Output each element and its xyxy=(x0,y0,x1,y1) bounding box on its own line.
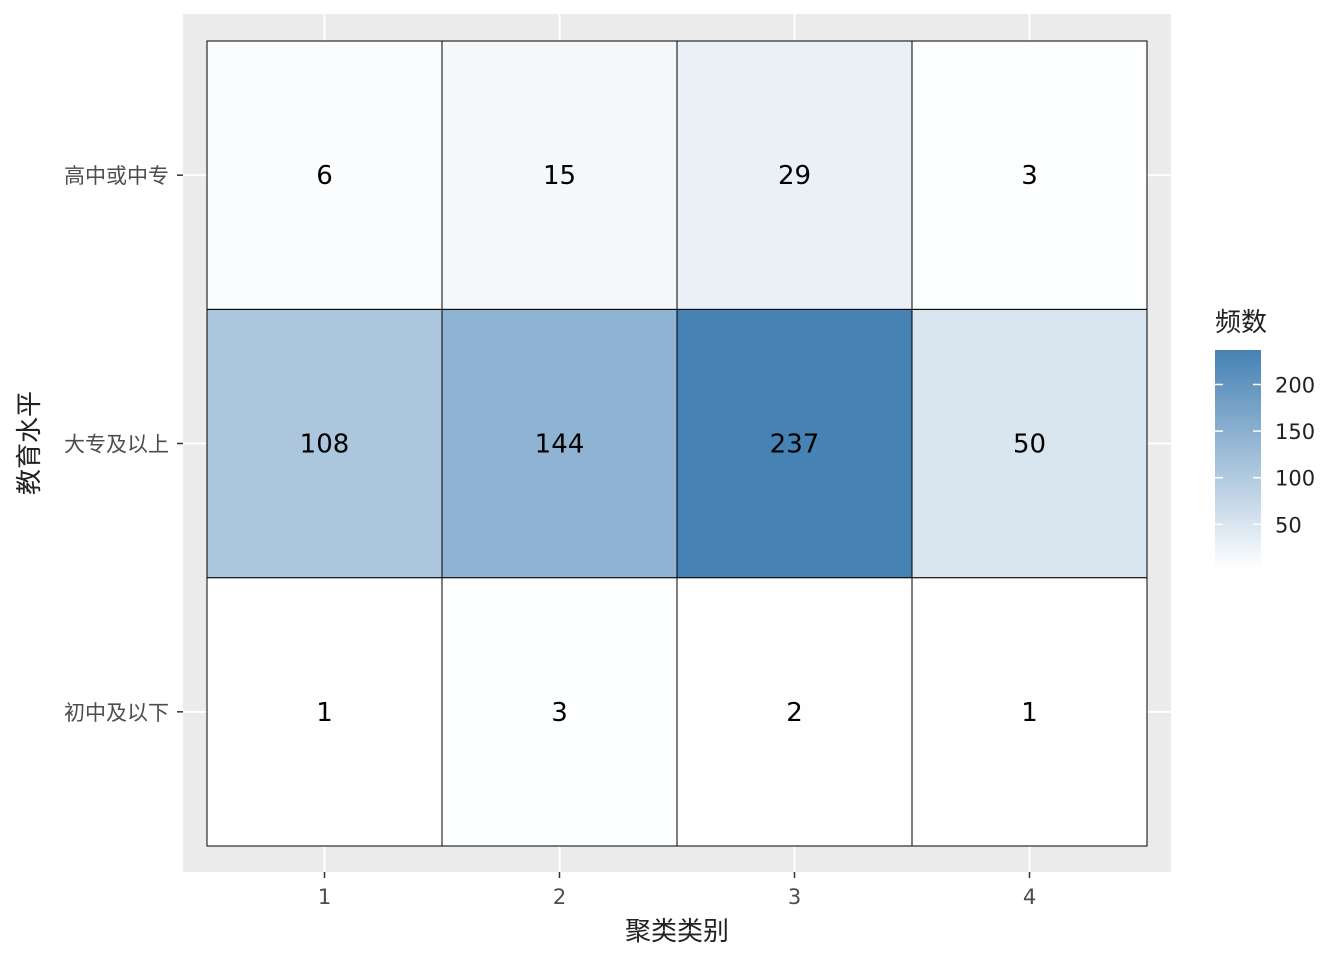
cell-value-labels: 1 3 2 1 108 144 237 50 6 15 29 3 xyxy=(300,161,1046,728)
cell-value-label: 29 xyxy=(778,161,811,191)
y-axis-title: 教育水平 xyxy=(15,391,45,495)
cell-value-label: 144 xyxy=(535,430,585,460)
cell-value-label: 15 xyxy=(543,161,576,191)
y-tick-label: 初中及以下 xyxy=(64,701,169,725)
cell-value-label: 108 xyxy=(300,430,350,460)
cell-value-label: 3 xyxy=(1021,161,1038,191)
heatmap-tile xyxy=(441,577,678,847)
legend-ticks: 50 100 150 200 xyxy=(1215,373,1315,537)
heatmap-tile xyxy=(441,40,678,310)
cell-value-label: 1 xyxy=(316,698,333,728)
cell-value-label: 3 xyxy=(551,698,568,728)
cell-value-label: 50 xyxy=(1013,430,1046,460)
y-tick-label: 大专及以上 xyxy=(64,433,169,457)
legend-tick-label: 100 xyxy=(1275,467,1315,491)
legend-tick-label: 50 xyxy=(1275,513,1302,537)
legend-tick-label: 200 xyxy=(1275,373,1315,397)
color-legend: 频数 50 100 150 200 xyxy=(1215,308,1315,570)
legend-title: 频数 xyxy=(1215,308,1267,338)
heatmap-tile xyxy=(206,40,443,310)
heatmap-tile xyxy=(911,40,1148,310)
heatmap-tile xyxy=(676,308,913,579)
legend-colorbar xyxy=(1215,350,1261,570)
x-tick-label: 3 xyxy=(788,885,801,909)
x-axis-title: 聚类类别 xyxy=(625,917,729,947)
heatmap-tile xyxy=(911,577,1148,847)
legend-tick-label: 150 xyxy=(1275,420,1315,444)
cell-value-label: 237 xyxy=(770,430,820,460)
x-tick-label: 2 xyxy=(553,885,566,909)
heatmap-tile xyxy=(676,40,913,310)
heatmap-tile xyxy=(911,308,1148,579)
x-axis: 1 2 3 4 xyxy=(318,872,1036,909)
cell-value-label: 6 xyxy=(316,161,333,191)
heatmap-tiles xyxy=(206,40,1148,847)
y-tick-label: 高中或中专 xyxy=(64,164,169,188)
cell-value-label: 2 xyxy=(786,698,803,728)
x-tick-label: 4 xyxy=(1023,885,1036,909)
heatmap-tile xyxy=(676,577,913,847)
cell-value-label: 1 xyxy=(1021,698,1038,728)
x-tick-label: 1 xyxy=(318,885,331,909)
heatmap-tile xyxy=(441,308,678,579)
heatmap-tile xyxy=(206,308,443,579)
y-axis: 初中及以下 大专及以上 高中或中专 xyxy=(64,164,183,725)
